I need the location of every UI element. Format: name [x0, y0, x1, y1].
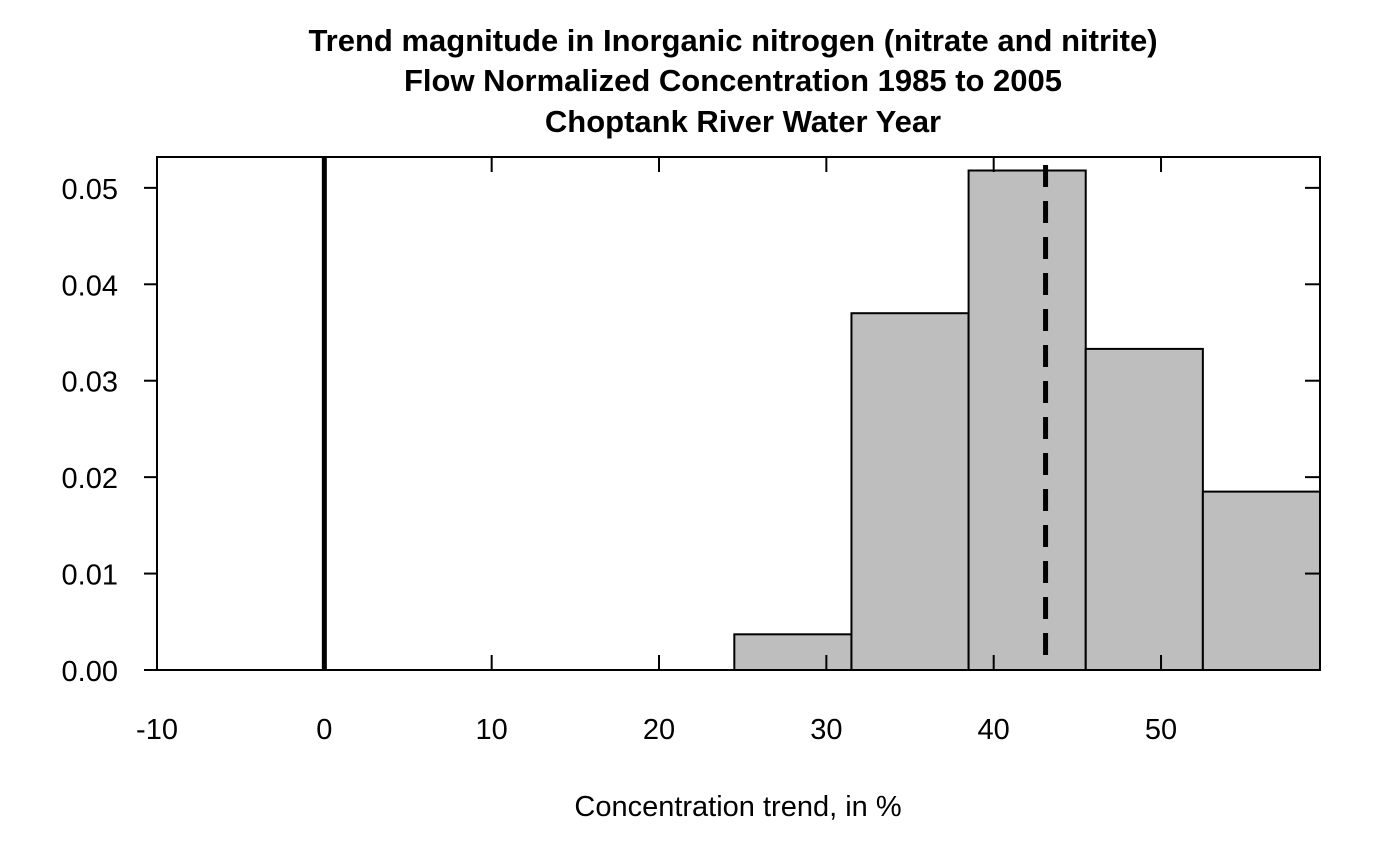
- x-tick-label: 20: [643, 714, 675, 746]
- x-axis-title: Concentration trend, in %: [574, 791, 901, 823]
- y-tick-label: 0.02: [62, 463, 118, 495]
- y-tick-label: 0.04: [62, 270, 118, 302]
- chart-title-line-1: Trend magnitude in Inorganic nitrogen (n…: [308, 23, 1157, 58]
- y-tick-label: 0.00: [62, 656, 118, 688]
- histogram-bar-3: [967, 169, 1087, 671]
- reference-lines: [321, 157, 1049, 670]
- histogram-bar-2: [850, 312, 970, 671]
- y-tick-label: 0.03: [62, 367, 118, 399]
- x-tick-label: 10: [476, 714, 508, 746]
- y-axis: 0.00 0.01 0.02 0.03 0.04 0.05: [62, 174, 1320, 688]
- chart-title: Trend magnitude in Inorganic nitrogen (n…: [308, 23, 1157, 139]
- x-tick-label: 0: [316, 714, 332, 746]
- x-tick-label: -10: [136, 714, 178, 746]
- histogram-bar-1: [733, 633, 853, 671]
- y-tick-label: 0.01: [62, 560, 118, 592]
- histogram-bar-4: [1084, 347, 1204, 671]
- histogram-bar-5: [1201, 490, 1321, 671]
- chart-title-line-2: Flow Normalized Concentration 1985 to 20…: [404, 63, 1062, 98]
- plot-frame: [156, 156, 1321, 671]
- x-tick-label: 30: [810, 714, 842, 746]
- x-tick-label: 40: [978, 714, 1010, 746]
- x-tick-label: 50: [1145, 714, 1177, 746]
- histogram-bars: [733, 169, 1321, 671]
- y-tick-label: 0.05: [62, 174, 118, 206]
- chart-title-line-3: Choptank River Water Year: [545, 104, 941, 139]
- x-axis: -10 0 10 20 30 40 50: [136, 157, 1177, 746]
